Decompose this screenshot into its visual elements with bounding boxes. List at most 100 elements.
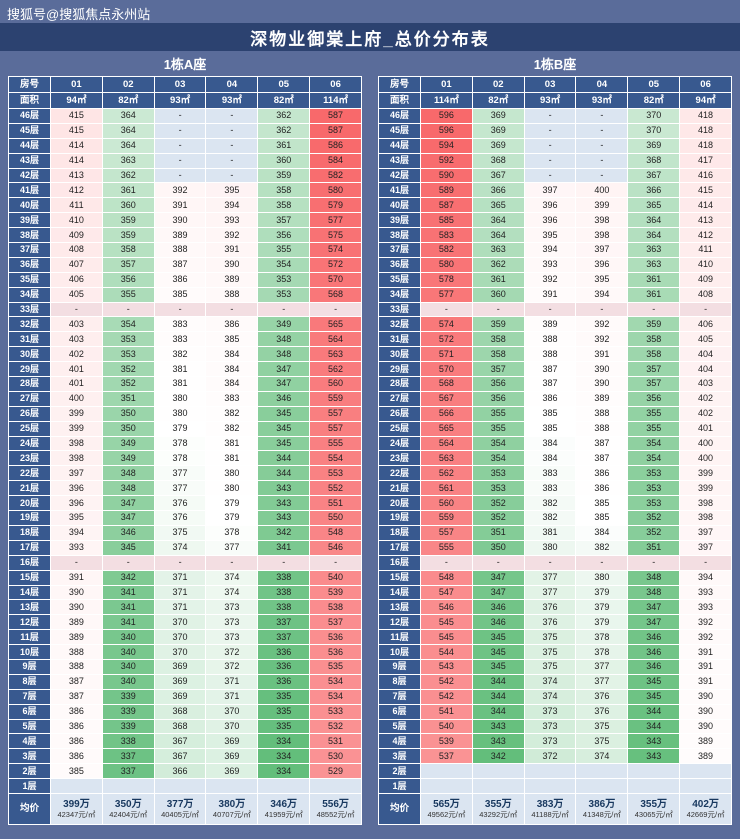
floor-label: 42层 [378, 167, 421, 184]
floor-label: 45层 [378, 122, 421, 139]
price-cell: 352 [101, 361, 155, 378]
price-cell: 364 [627, 227, 681, 244]
average-price: 355万 [484, 798, 512, 810]
table-row: 19层 395 347 376 379 343 550 [8, 510, 362, 526]
price-cell: 367 [153, 733, 207, 750]
price-cell: 382 [575, 539, 629, 556]
floor-label: 23层 [8, 450, 51, 467]
price-cell: 394 [575, 286, 629, 303]
table-row: 34层 405 355 385 388 353 568 [8, 286, 362, 303]
price-cell: 370 [627, 108, 681, 124]
price-cell: 382 [205, 420, 259, 437]
average-row: 均价 399万 42347元/㎡ 350万 42404元/㎡ 377万 40405元/㎡ 38… [8, 792, 362, 825]
price-cell: 379 [153, 420, 207, 437]
price-cell: 396 [523, 212, 577, 229]
price-cell: 386 [50, 733, 103, 750]
price-cell: 363 [627, 242, 681, 258]
price-cell: 386 [50, 748, 103, 765]
price-cell: 398 [679, 495, 732, 512]
price-cell: 353 [627, 480, 681, 497]
price-cell: 355 [471, 405, 525, 422]
price-cell: 375 [523, 644, 577, 660]
price-cell: 370 [153, 614, 207, 631]
price-cell: 545 [420, 629, 473, 646]
price-cell: 417 [679, 152, 732, 169]
dash-cell: - [679, 301, 732, 318]
area-header: 94㎡ [50, 92, 103, 109]
price-cell: 370 [627, 122, 681, 139]
price-cell: 334 [257, 748, 311, 765]
floor-label: 12层 [8, 614, 51, 631]
price-cell: 564 [420, 435, 473, 452]
price-cell: 571 [420, 346, 473, 363]
price-cell: 582 [420, 242, 473, 258]
dash-cell: - [153, 152, 207, 169]
floor-label: 14层 [8, 584, 51, 601]
table-building-b: 1栋B座 房号 01 02 03 04 05 06 面积 114㎡ 82㎡ 93㎡ 93㎡ 82㎡ 94㎡ 4… [378, 54, 732, 825]
price-cell: 389 [575, 390, 629, 407]
floor-label: 30层 [8, 346, 51, 363]
price-cell: 577 [420, 286, 473, 303]
dash-cell: - [153, 137, 207, 154]
price-cell: 380 [205, 480, 259, 497]
price-cell: 347 [627, 614, 681, 631]
price-cell: 352 [627, 510, 681, 526]
price-cell: 359 [257, 167, 311, 184]
floor-label: 19层 [378, 510, 421, 526]
price-cell: 555 [420, 539, 473, 556]
table-row: 37层 582 363 394 397 363 411 [378, 242, 732, 258]
price-cell: 406 [50, 271, 103, 288]
price-cell: 398 [50, 435, 103, 452]
price-cell: 544 [420, 644, 473, 660]
room-number-header: 03 [523, 76, 577, 93]
price-cell: 377 [205, 539, 259, 556]
price-cell: 339 [101, 703, 155, 720]
price-cell: 364 [627, 212, 681, 229]
price-cell: 361 [627, 271, 681, 288]
floor-label: 4层 [378, 733, 421, 750]
floor-label: 43层 [378, 152, 421, 169]
floor-label: 13层 [378, 599, 421, 616]
dash-cell: - [471, 301, 525, 318]
average-unit-price: 43065元/㎡ [634, 809, 673, 819]
price-cell: 369 [153, 658, 207, 675]
price-cell: 409 [50, 227, 103, 244]
table-row: 6层 541 344 373 376 344 390 [378, 703, 732, 720]
dash-cell: - [627, 301, 681, 318]
table-row: 26层 566 355 385 388 355 402 [378, 405, 732, 422]
price-cell: 388 [523, 346, 577, 363]
price-cell: 579 [309, 197, 362, 214]
floor-label: 25层 [8, 420, 51, 437]
price-cell: 363 [627, 256, 681, 273]
average-unit-price: 40707元/㎡ [212, 809, 251, 819]
floor-label: 19层 [8, 510, 51, 526]
price-cell: 400 [575, 182, 629, 199]
table-row: 15层 548 347 377 380 348 394 [378, 569, 732, 586]
price-cell: 559 [309, 390, 362, 407]
price-cell: 580 [420, 256, 473, 273]
floor-label: 1层 [8, 778, 51, 794]
price-cell: 346 [471, 614, 525, 631]
price-cell: 346 [101, 524, 155, 541]
table-row: 9层 543 345 375 377 346 391 [378, 658, 732, 675]
price-cell: 358 [257, 182, 311, 199]
price-cell: 337 [101, 748, 155, 765]
price-cell: 585 [420, 212, 473, 229]
price-cell: 566 [420, 405, 473, 422]
price-cell: 410 [679, 256, 732, 273]
floor-label: 3层 [8, 748, 51, 765]
price-cell: 397 [679, 524, 732, 541]
dash-cell: - [420, 301, 473, 318]
price-cell: 390 [153, 212, 207, 229]
price-cell: 387 [523, 361, 577, 378]
price-cell: 561 [420, 480, 473, 497]
floor-label: 4层 [8, 733, 51, 750]
price-cell: 559 [420, 510, 473, 526]
table-row: 10层 544 345 375 378 346 391 [378, 644, 732, 660]
price-cell: 360 [101, 197, 155, 214]
price-cell: 370 [153, 629, 207, 646]
price-cell: 371 [153, 584, 207, 601]
price-cell: 369 [205, 748, 259, 765]
table-row: 24层 398 349 378 381 345 555 [8, 435, 362, 452]
price-cell: 414 [679, 197, 732, 214]
